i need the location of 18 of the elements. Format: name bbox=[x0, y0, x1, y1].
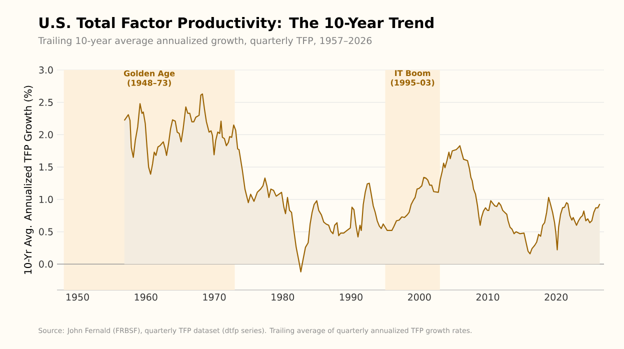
x-tick-label: 2000 bbox=[408, 294, 431, 301]
x-tick-label: 1970 bbox=[203, 294, 226, 301]
chart-title: U.S. Total Factor Productivity: The 10-Year Trend bbox=[40, 17, 434, 32]
x-tick-label: 1960 bbox=[134, 294, 158, 301]
y-tick-label: 3.0 bbox=[39, 66, 53, 74]
chart-subtitle: Trailing 10-year average annualized growth, quarterly TFP, 1957–2026 bbox=[38, 36, 372, 46]
y-tick-label: 0.5 bbox=[39, 228, 53, 236]
x-tick-label: 2020 bbox=[544, 294, 568, 301]
y-axis-title: 10-Yr Avg. Annualized TFP Growth (%) bbox=[24, 86, 34, 274]
x-tick-label: 1990 bbox=[340, 294, 362, 301]
y-tick-label: 1.5 bbox=[39, 164, 53, 171]
x-tick-label: 1980 bbox=[272, 294, 294, 301]
x-tick-label: 2010 bbox=[476, 294, 500, 301]
x-tick-label: 1950 bbox=[66, 294, 89, 301]
y-tick-label: 1.0 bbox=[39, 196, 53, 203]
y-tick-label: 0.0 bbox=[39, 260, 53, 268]
y-tick-label: 2.0 bbox=[39, 131, 53, 138]
y-tick-label: 2.5 bbox=[39, 98, 53, 106]
